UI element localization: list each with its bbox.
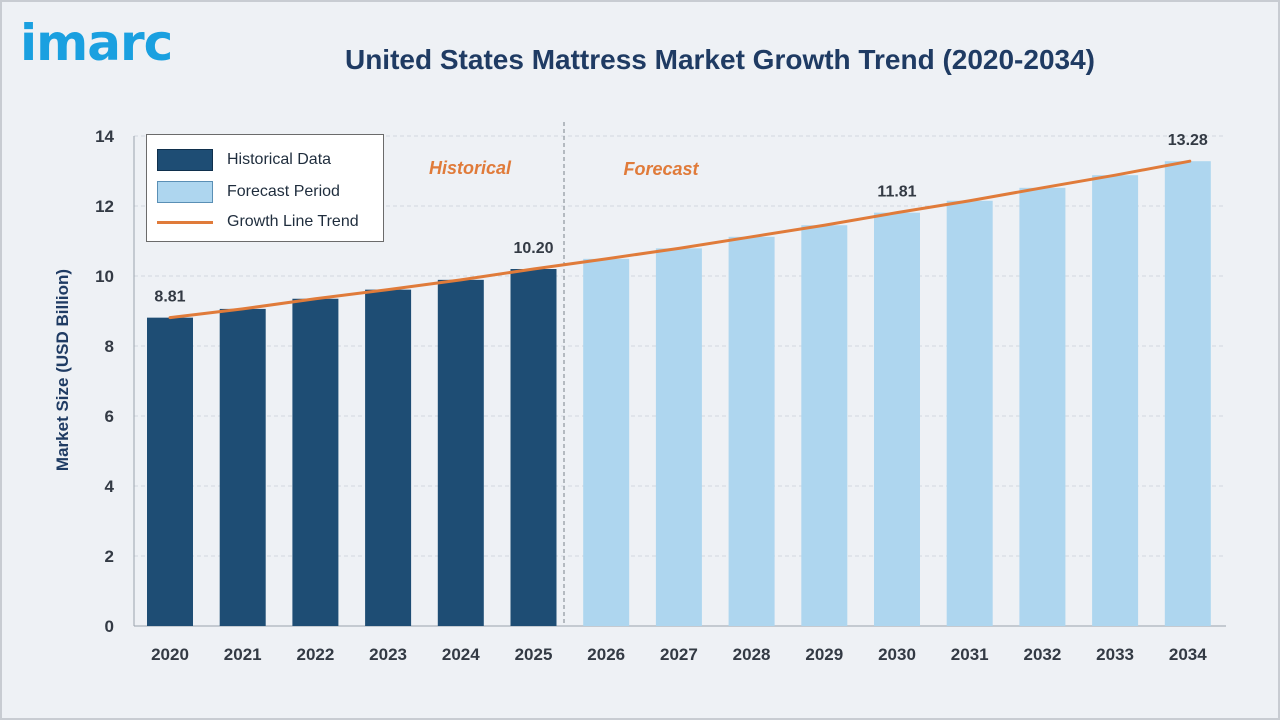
bar-forecast <box>1019 187 1066 627</box>
bar-historical <box>437 279 484 626</box>
growth-trend-line <box>168 159 1192 320</box>
legend-item-historical: Historical Data <box>157 148 331 172</box>
bar-forecast <box>946 200 993 626</box>
y-tick-label: 12 <box>95 197 114 216</box>
imarc-logo: imarc <box>20 14 173 72</box>
legend-label-forecast: Forecast Period <box>227 183 340 200</box>
legend-swatch-trend <box>157 220 213 224</box>
y-axis-label: Market Size (USD Billion) <box>53 269 72 471</box>
bar-historical <box>219 308 266 626</box>
legend-label-historical: Historical Data <box>227 151 332 168</box>
x-tick-label: 2032 <box>1023 645 1061 664</box>
data-label: 8.81 <box>154 289 185 306</box>
y-tick-label: 10 <box>95 267 114 286</box>
x-tick-label: 2023 <box>369 645 407 664</box>
legend: Historical Data Forecast Period Growth L… <box>146 134 384 242</box>
axes: 0 2 4 6 8 10 12 14 2020 2021 2022 2023 2024 2025 2026 2… <box>95 122 1226 664</box>
chart-title: United States Mattress Market Growth Tre… <box>344 44 1095 75</box>
x-tick-label: 2034 <box>1169 645 1207 664</box>
y-tick-label: 4 <box>105 477 115 496</box>
x-tick-label: 2026 <box>587 645 625 664</box>
y-tick-label: 14 <box>95 127 114 146</box>
x-tick-label: 2030 <box>878 645 916 664</box>
x-tick-label: 2029 <box>805 645 843 664</box>
y-tick-label: 8 <box>105 337 114 356</box>
bar-forecast <box>1164 161 1211 626</box>
legend-item-forecast: Forecast Period <box>157 180 340 204</box>
x-tick-label: 2031 <box>951 645 989 664</box>
bar-forecast <box>728 236 775 627</box>
legend-swatch-historical <box>157 149 213 171</box>
x-tick-label: 2022 <box>296 645 334 664</box>
bar-forecast <box>874 212 920 626</box>
bar-forecast <box>583 258 630 626</box>
x-tick-label: 2021 <box>224 645 262 664</box>
bar-forecast <box>1092 175 1139 626</box>
bar-forecast <box>655 248 702 626</box>
data-label: 10.20 <box>513 240 553 257</box>
bars <box>147 161 1211 627</box>
annotation-forecast: Forecast <box>623 159 699 179</box>
x-tick-label: 2033 <box>1096 645 1134 664</box>
bar-forecast <box>801 225 848 626</box>
legend-label-trend: Growth Line Trend <box>227 213 359 230</box>
data-label: 11.81 <box>877 184 916 201</box>
bar-historical <box>147 317 193 626</box>
bar-historical <box>510 269 557 626</box>
x-tick-label: 2027 <box>660 645 698 664</box>
data-label: 13.28 <box>1168 132 1208 149</box>
x-tick-label: 2028 <box>733 645 771 664</box>
y-tick-label: 0 <box>105 617 114 636</box>
annotation-historical: Historical <box>429 158 512 178</box>
trend-line-group <box>168 159 1192 320</box>
x-tick-label: 2020 <box>151 645 189 664</box>
x-tick-label: 2024 <box>442 645 480 664</box>
y-tick-label: 6 <box>105 407 114 426</box>
bar-historical <box>365 289 412 626</box>
y-tick-label: 2 <box>105 547 114 566</box>
legend-item-trend: Growth Line Trend <box>157 210 359 234</box>
data-labels: 8.81 10.20 11.81 13.28 <box>154 132 1207 305</box>
x-tick-label: 2025 <box>515 645 553 664</box>
legend-swatch-forecast <box>157 181 213 203</box>
bar-historical <box>292 298 339 626</box>
